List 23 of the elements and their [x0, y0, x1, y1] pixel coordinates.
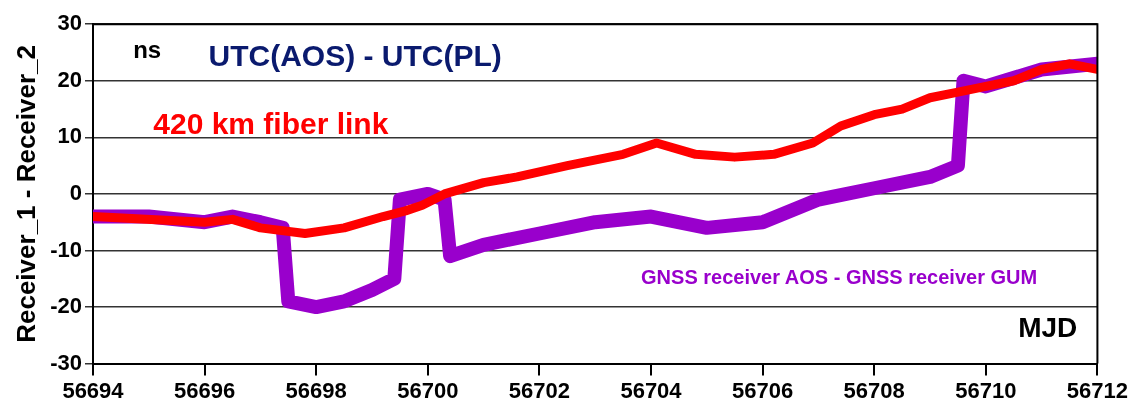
x-tick-label: 56712: [1066, 377, 1129, 403]
x-tick-label: 56700: [397, 377, 459, 403]
x-tick-label: 56696: [174, 377, 236, 403]
x-tick-label: 56708: [843, 377, 905, 403]
y-tick-label: 30: [57, 10, 82, 36]
y-tick-label: 10: [57, 123, 82, 149]
x-tick-label: 56694: [62, 377, 125, 403]
text: 420 km fiber link: [153, 107, 389, 141]
y-tick-label: 20: [57, 66, 82, 92]
y-tick-label: -10: [50, 236, 82, 262]
x-tick-label: 56698: [285, 377, 347, 403]
y-tick-label: 0: [69, 179, 82, 205]
text: GNSS receiver AOS - GNSS receiver GUM: [641, 266, 1038, 289]
x-tick-label: 56702: [508, 377, 570, 403]
annotation: ns: [133, 35, 162, 63]
x-tick-label: 56710: [955, 377, 1017, 403]
x-tick-label: 56706: [732, 377, 794, 403]
x-axis-title: MJD: [1018, 312, 1078, 344]
y-tick-label: -20: [50, 293, 82, 319]
y-axis-title: Receiver_1 - Receiver_2: [10, 45, 41, 343]
text: UTC(AOS) - UTC(PL): [208, 39, 502, 73]
y-tick-label: -30: [50, 349, 82, 375]
x-tick-label: 56704: [620, 377, 683, 403]
